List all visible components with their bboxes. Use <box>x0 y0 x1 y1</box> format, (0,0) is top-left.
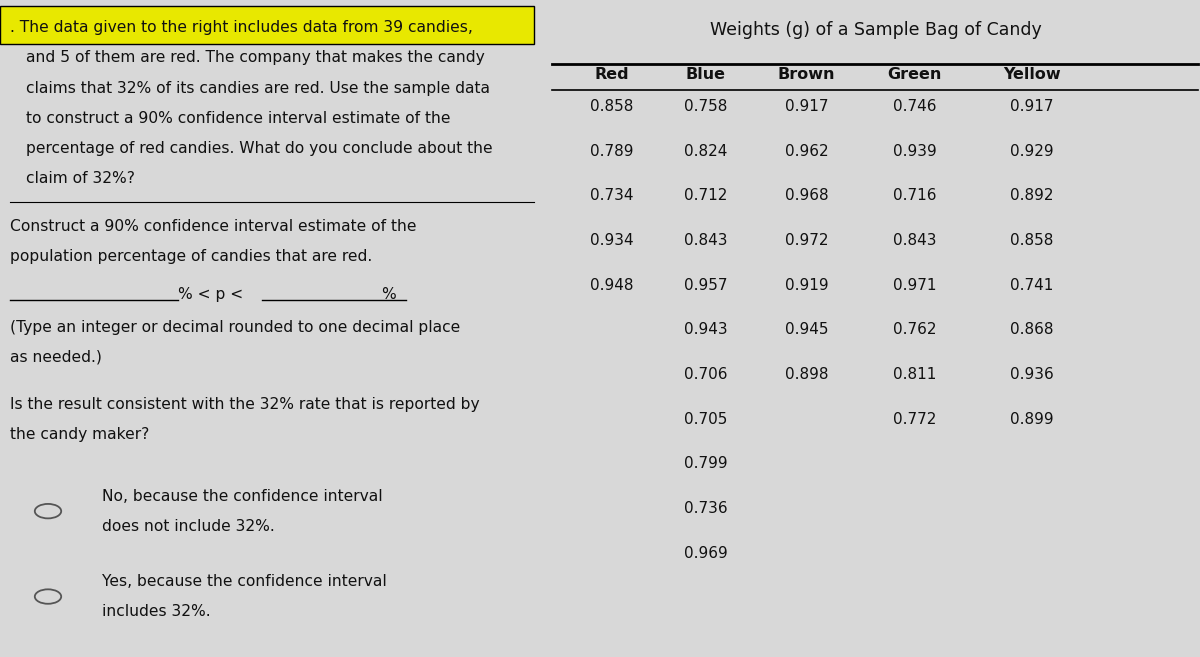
Text: 0.799: 0.799 <box>684 457 727 471</box>
Text: Green: Green <box>887 68 942 82</box>
Text: 0.762: 0.762 <box>893 323 936 337</box>
Text: 0.892: 0.892 <box>1010 189 1054 203</box>
Text: 0.843: 0.843 <box>684 233 727 248</box>
Text: 0.858: 0.858 <box>590 99 634 114</box>
Text: does not include 32%.: does not include 32%. <box>102 519 275 533</box>
Text: 0.957: 0.957 <box>684 278 727 292</box>
Text: and 5 of them are red. The company that makes the candy: and 5 of them are red. The company that … <box>26 51 485 65</box>
Text: 0.705: 0.705 <box>684 412 727 426</box>
Text: (Type an integer or decimal rounded to one decimal place: (Type an integer or decimal rounded to o… <box>10 320 460 334</box>
Text: . The data given to the right includes data from 39 candies,: . The data given to the right includes d… <box>10 20 473 35</box>
Text: percentage of red candies. What do you conclude about the: percentage of red candies. What do you c… <box>26 141 493 156</box>
Text: 0.736: 0.736 <box>684 501 727 516</box>
Text: 0.734: 0.734 <box>590 189 634 203</box>
Text: 0.917: 0.917 <box>785 99 828 114</box>
Text: Red: Red <box>595 68 629 82</box>
Text: 0.968: 0.968 <box>785 189 828 203</box>
Text: 0.898: 0.898 <box>785 367 828 382</box>
Text: 0.843: 0.843 <box>893 233 936 248</box>
Text: Yes, because the confidence interval: Yes, because the confidence interval <box>102 574 386 589</box>
Text: 0.858: 0.858 <box>1010 233 1054 248</box>
Text: population percentage of candies that are red.: population percentage of candies that ar… <box>10 250 372 264</box>
Text: 0.939: 0.939 <box>893 144 936 158</box>
Text: 0.746: 0.746 <box>893 99 936 114</box>
Text: claim of 32%?: claim of 32%? <box>26 171 136 186</box>
Text: No, because the confidence interval: No, because the confidence interval <box>102 489 383 503</box>
Text: includes 32%.: includes 32%. <box>102 604 211 619</box>
Text: 0.716: 0.716 <box>893 189 936 203</box>
Text: to construct a 90% confidence interval estimate of the: to construct a 90% confidence interval e… <box>26 111 451 125</box>
Text: 0.789: 0.789 <box>590 144 634 158</box>
Text: Blue: Blue <box>685 68 726 82</box>
Text: 0.824: 0.824 <box>684 144 727 158</box>
Text: Brown: Brown <box>778 68 835 82</box>
Text: 0.758: 0.758 <box>684 99 727 114</box>
Text: 0.962: 0.962 <box>785 144 828 158</box>
Text: 0.899: 0.899 <box>1010 412 1054 426</box>
Text: 0.943: 0.943 <box>684 323 727 337</box>
Text: Weights (g) of a Sample Bag of Candy: Weights (g) of a Sample Bag of Candy <box>710 20 1042 39</box>
Text: 0.948: 0.948 <box>590 278 634 292</box>
Text: Construct a 90% confidence interval estimate of the: Construct a 90% confidence interval esti… <box>10 219 416 234</box>
Text: 0.741: 0.741 <box>1010 278 1054 292</box>
Text: 0.972: 0.972 <box>785 233 828 248</box>
Text: 0.971: 0.971 <box>893 278 936 292</box>
Text: 0.929: 0.929 <box>1010 144 1054 158</box>
Text: claims that 32% of its candies are red. Use the sample data: claims that 32% of its candies are red. … <box>26 81 491 95</box>
Text: as needed.): as needed.) <box>10 350 102 365</box>
Text: 0.712: 0.712 <box>684 189 727 203</box>
Text: 0.934: 0.934 <box>590 233 634 248</box>
Text: 0.936: 0.936 <box>1010 367 1054 382</box>
Text: % < p <: % < p < <box>178 287 242 302</box>
Text: Is the result consistent with the 32% rate that is reported by: Is the result consistent with the 32% ra… <box>10 397 479 411</box>
Text: 0.811: 0.811 <box>893 367 936 382</box>
Text: 0.706: 0.706 <box>684 367 727 382</box>
Text: 0.919: 0.919 <box>785 278 828 292</box>
Text: 0.772: 0.772 <box>893 412 936 426</box>
Text: 0.969: 0.969 <box>684 546 727 560</box>
Text: the candy maker?: the candy maker? <box>10 427 149 442</box>
Text: Yellow: Yellow <box>1003 68 1061 82</box>
Text: 0.917: 0.917 <box>1010 99 1054 114</box>
Text: 0.945: 0.945 <box>785 323 828 337</box>
Text: %: % <box>382 287 396 302</box>
Text: 0.868: 0.868 <box>1010 323 1054 337</box>
